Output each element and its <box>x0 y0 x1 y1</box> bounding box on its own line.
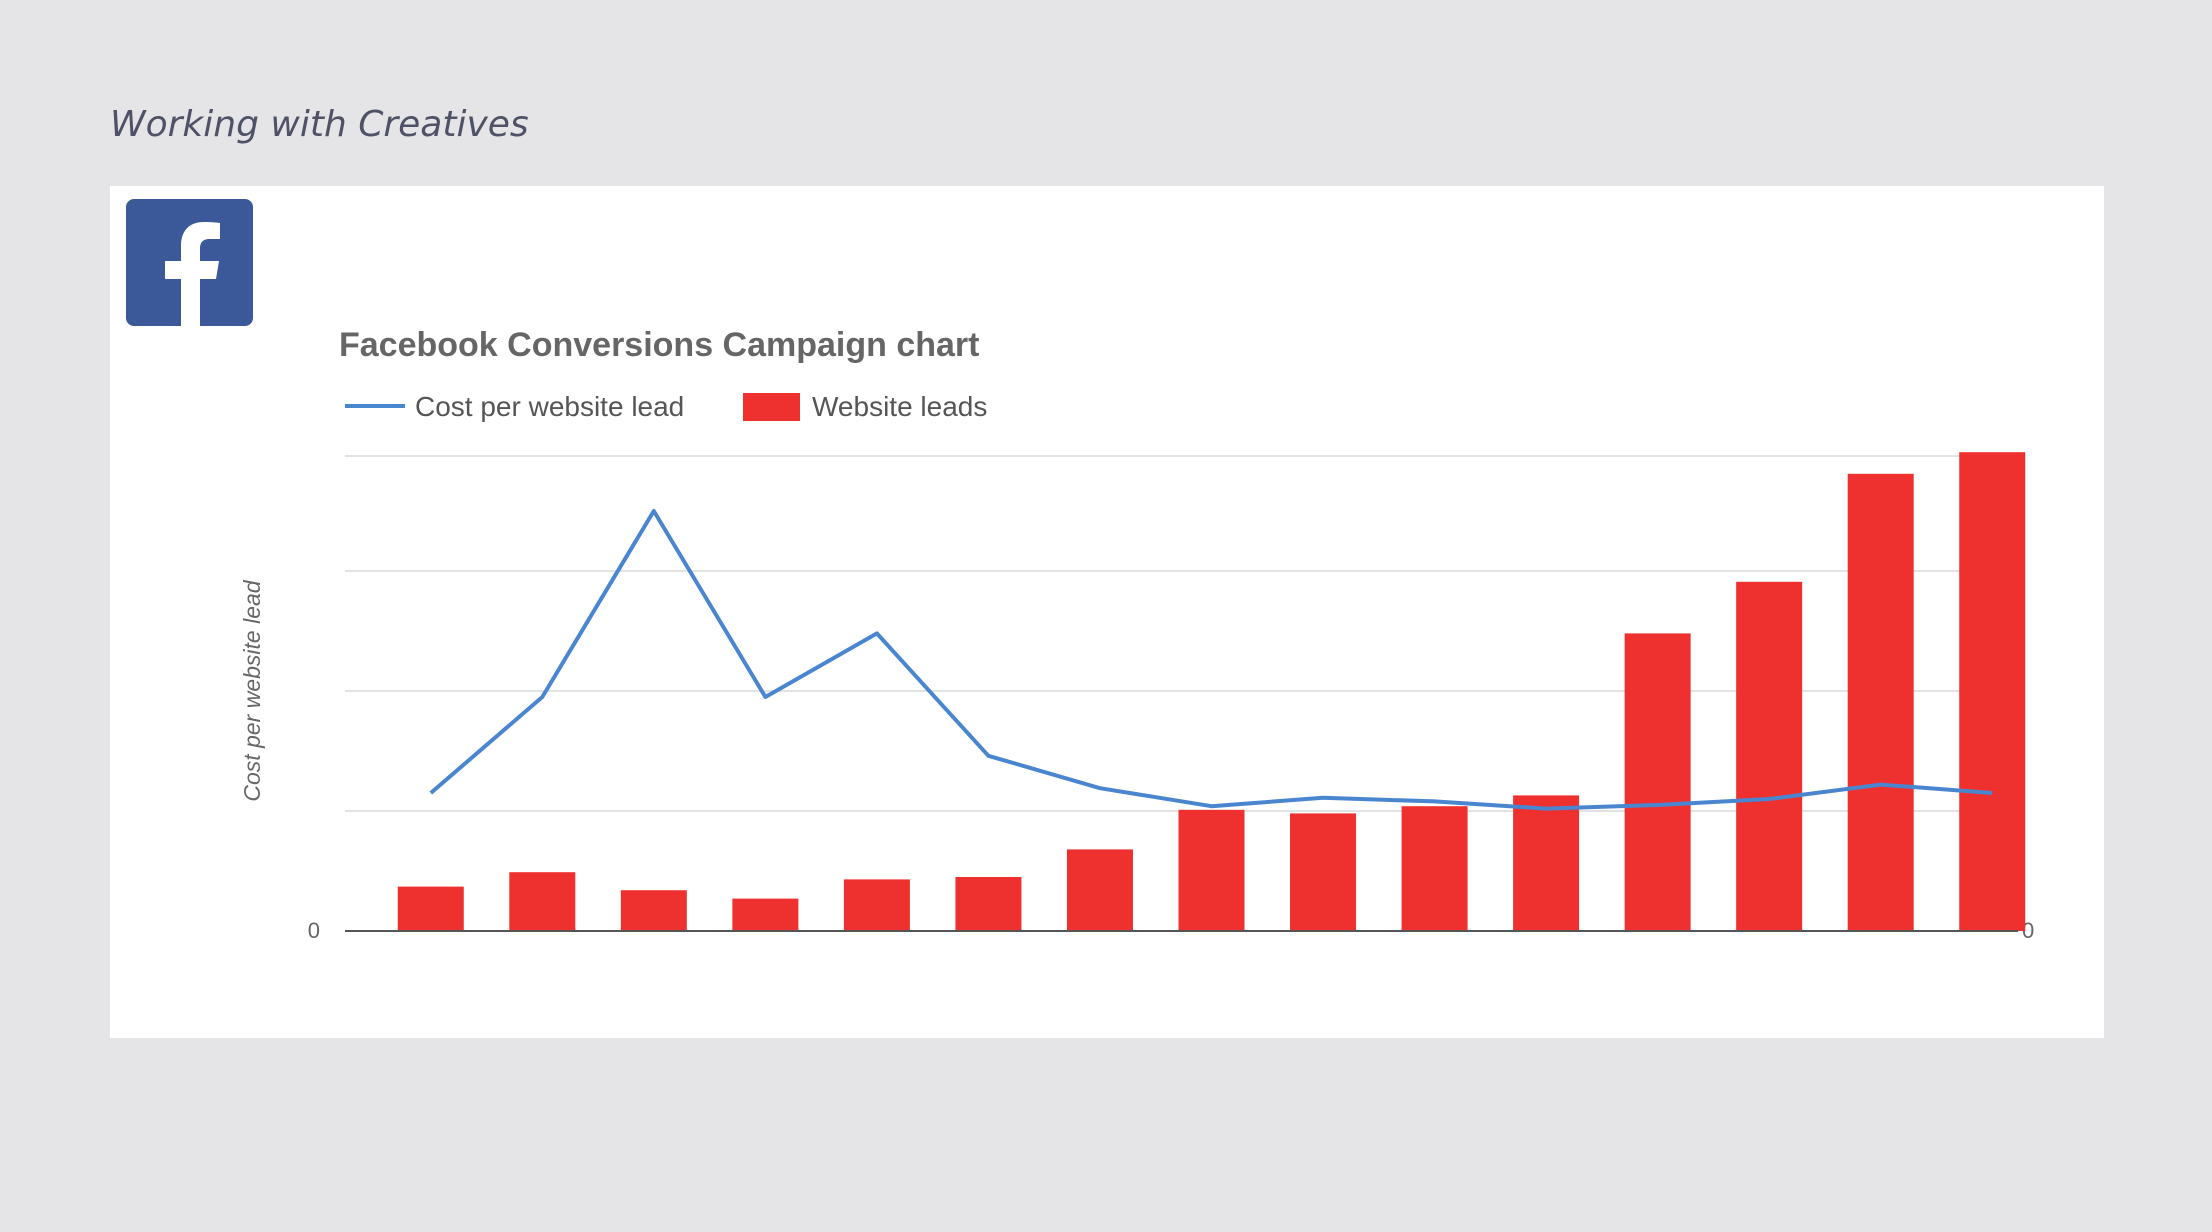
bar-website-leads-10 <box>1401 806 1468 931</box>
bar-website-leads-6 <box>955 877 1022 931</box>
page-heading: Working with Creatives <box>110 104 529 145</box>
bar-website-leads-12 <box>1624 633 1691 931</box>
bar-website-leads-2 <box>509 872 576 931</box>
facebook-logo-icon <box>126 199 253 326</box>
bar-website-leads-4 <box>732 898 799 931</box>
conversions-chart: Facebook Conversions Campaign chart Cost… <box>239 326 2034 943</box>
line-series <box>429 509 1993 811</box>
legend-cost-label: Cost per website lead <box>415 391 684 422</box>
bar-website-leads-11 <box>1513 795 1580 931</box>
bar-series <box>397 452 2026 931</box>
legend-bar-swatch <box>743 393 800 421</box>
bar-website-leads-1 <box>397 886 464 931</box>
bar-website-leads-15 <box>1959 452 2026 931</box>
bar-website-leads-7 <box>1066 849 1133 931</box>
legend-leads-label: Website leads <box>812 391 987 422</box>
bar-website-leads-5 <box>843 879 910 931</box>
legend: Cost per website lead Website leads <box>345 391 987 422</box>
chart-title: Facebook Conversions Campaign chart <box>339 326 980 364</box>
bar-website-leads-3 <box>620 890 687 931</box>
bar-website-leads-14 <box>1847 473 1914 931</box>
bar-website-leads-13 <box>1736 581 1803 931</box>
chart-card: Facebook Conversions Campaign chart Cost… <box>110 186 2104 1038</box>
y-left-tick-0: 0 <box>308 918 320 943</box>
bar-website-leads-8 <box>1178 809 1245 931</box>
bar-website-leads-9 <box>1290 813 1357 931</box>
y-axis-label: Cost per website lead <box>239 579 265 801</box>
